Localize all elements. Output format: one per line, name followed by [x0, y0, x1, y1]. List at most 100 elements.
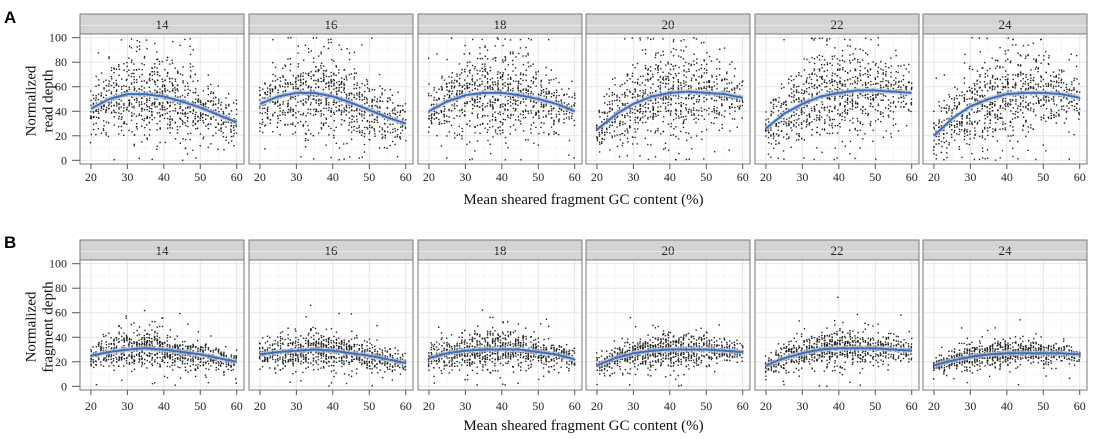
data-point [902, 74, 905, 77]
data-point [346, 48, 348, 50]
data-point [838, 69, 841, 71]
data-point [976, 83, 978, 85]
data-point [703, 96, 705, 99]
data-point [865, 84, 867, 86]
data-point [176, 132, 179, 134]
data-point [642, 121, 644, 124]
data-point [348, 52, 351, 54]
data-point [682, 102, 685, 105]
data-point [844, 79, 846, 82]
data-point [860, 79, 862, 81]
data-point [323, 65, 325, 67]
data-point [639, 84, 641, 86]
data-point [795, 122, 798, 124]
data-point [207, 107, 209, 109]
data-point [839, 126, 841, 128]
data-point [831, 122, 833, 125]
data-point [892, 111, 895, 113]
data-point [669, 112, 672, 114]
data-point [711, 86, 713, 89]
data-point [675, 49, 677, 51]
data-point [527, 139, 529, 141]
data-point [910, 101, 913, 104]
data-point [274, 103, 276, 105]
data-point [454, 137, 456, 139]
data-point [90, 111, 92, 113]
data-point [844, 104, 846, 107]
data-point [404, 110, 406, 113]
data-point [381, 137, 383, 140]
data-point [396, 155, 399, 158]
data-point [340, 123, 343, 126]
data-point [320, 115, 322, 117]
data-point [859, 92, 861, 95]
data-point [826, 63, 829, 66]
data-point [287, 124, 289, 126]
data-point [800, 123, 803, 126]
data-point [341, 118, 343, 121]
data-point [220, 123, 223, 126]
data-point [568, 111, 571, 114]
data-point [512, 124, 515, 126]
data-point [118, 133, 120, 135]
data-point [368, 132, 370, 135]
data-point [428, 126, 430, 128]
data-point [649, 78, 651, 81]
data-point [892, 96, 894, 98]
data-point [898, 85, 900, 87]
data-point [115, 93, 117, 95]
data-point [507, 99, 509, 102]
data-point [973, 111, 975, 114]
data-point [151, 104, 153, 107]
data-point [509, 76, 512, 79]
data-point [484, 70, 487, 72]
data-point [783, 38, 785, 41]
data-point [823, 64, 826, 66]
data-point [780, 121, 783, 123]
data-point [186, 120, 189, 122]
data-point [954, 126, 956, 128]
data-point [976, 98, 978, 100]
data-point [404, 119, 407, 121]
data-point [703, 81, 705, 84]
data-point [374, 104, 376, 107]
data-point [492, 96, 494, 98]
data-point [951, 128, 953, 131]
data-point [900, 86, 902, 89]
data-point [780, 106, 782, 109]
data-point [525, 74, 527, 76]
data-point [989, 81, 991, 84]
y-tick-label: 60 [55, 80, 67, 94]
data-point [113, 109, 115, 112]
data-point [677, 85, 680, 87]
data-point [979, 110, 981, 112]
data-point [388, 97, 391, 99]
data-point [313, 74, 315, 76]
data-point [230, 135, 233, 138]
data-point [325, 86, 327, 89]
data-point [783, 158, 785, 160]
data-point [793, 119, 795, 122]
data-point [907, 108, 910, 111]
data-point [464, 105, 466, 107]
data-point [734, 106, 736, 109]
data-point [693, 37, 695, 39]
data-point [174, 121, 177, 123]
data-point [308, 74, 310, 77]
data-point [672, 40, 675, 43]
data-point [897, 101, 900, 103]
data-point [723, 116, 726, 118]
data-point [436, 99, 438, 101]
data-point [492, 125, 494, 128]
data-point [713, 99, 716, 102]
x-tick-label: 50 [532, 170, 544, 184]
data-point [295, 78, 297, 80]
data-point [976, 70, 979, 72]
data-point [986, 110, 989, 112]
data-point [332, 101, 335, 103]
data-point [133, 75, 135, 78]
data-point [831, 78, 833, 81]
data-point [428, 118, 430, 120]
data-point [672, 94, 675, 97]
